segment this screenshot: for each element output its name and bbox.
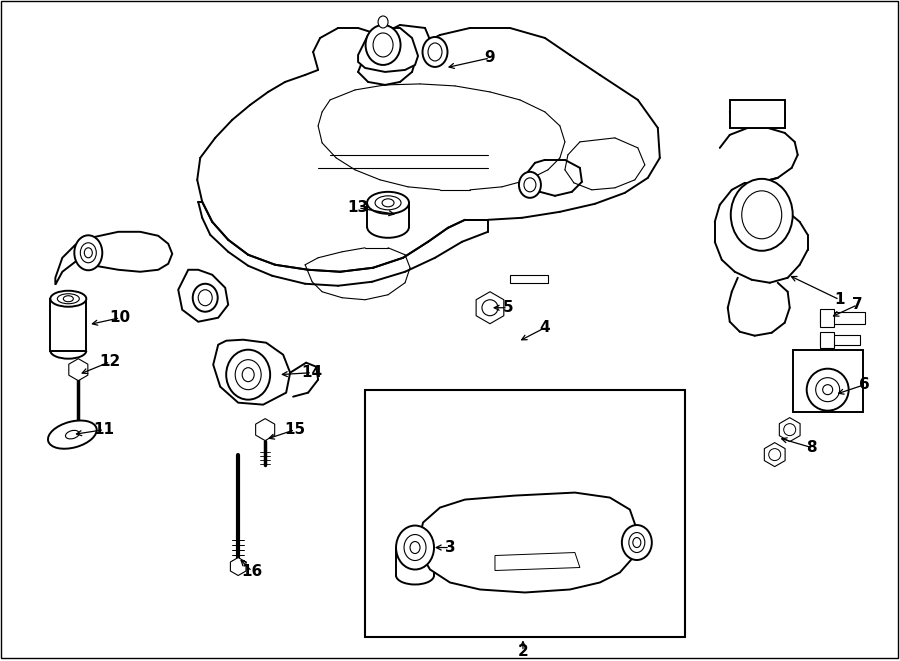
Ellipse shape bbox=[80, 243, 96, 263]
Bar bbox=[793, 350, 862, 412]
Ellipse shape bbox=[378, 16, 388, 28]
Polygon shape bbox=[358, 28, 418, 72]
Bar bbox=[365, 390, 685, 637]
Ellipse shape bbox=[524, 178, 536, 192]
Bar bbox=[730, 100, 785, 128]
Text: 16: 16 bbox=[241, 564, 263, 579]
Text: 12: 12 bbox=[100, 354, 121, 369]
Circle shape bbox=[784, 424, 796, 436]
Text: 11: 11 bbox=[94, 422, 115, 437]
Text: 9: 9 bbox=[485, 50, 495, 65]
Circle shape bbox=[769, 449, 780, 461]
Ellipse shape bbox=[375, 196, 401, 210]
Ellipse shape bbox=[396, 525, 434, 570]
Text: 13: 13 bbox=[347, 200, 369, 215]
Bar bbox=[820, 312, 865, 324]
Polygon shape bbox=[495, 553, 580, 570]
Text: 7: 7 bbox=[852, 297, 863, 312]
Polygon shape bbox=[764, 443, 785, 467]
Polygon shape bbox=[55, 232, 172, 285]
Ellipse shape bbox=[622, 525, 652, 560]
Bar bbox=[50, 299, 86, 351]
Ellipse shape bbox=[193, 284, 218, 312]
Text: 8: 8 bbox=[806, 440, 817, 455]
Text: 1: 1 bbox=[834, 292, 845, 307]
Polygon shape bbox=[68, 359, 88, 381]
Ellipse shape bbox=[404, 535, 426, 561]
Polygon shape bbox=[476, 292, 504, 324]
Ellipse shape bbox=[629, 533, 644, 553]
Ellipse shape bbox=[374, 33, 393, 57]
Ellipse shape bbox=[198, 290, 212, 306]
Bar bbox=[820, 309, 833, 327]
Ellipse shape bbox=[75, 235, 103, 270]
Ellipse shape bbox=[410, 541, 420, 553]
Polygon shape bbox=[779, 418, 800, 442]
Ellipse shape bbox=[58, 293, 79, 304]
Ellipse shape bbox=[85, 248, 93, 258]
Ellipse shape bbox=[633, 537, 641, 547]
Ellipse shape bbox=[235, 360, 261, 390]
Text: 3: 3 bbox=[445, 540, 455, 555]
Ellipse shape bbox=[731, 179, 793, 251]
Ellipse shape bbox=[48, 420, 96, 449]
Text: 15: 15 bbox=[284, 422, 306, 437]
Ellipse shape bbox=[815, 377, 840, 402]
Polygon shape bbox=[420, 492, 637, 592]
Ellipse shape bbox=[226, 350, 270, 400]
Bar bbox=[820, 334, 859, 344]
Ellipse shape bbox=[63, 295, 73, 301]
Bar bbox=[510, 275, 548, 283]
Ellipse shape bbox=[806, 369, 849, 410]
Ellipse shape bbox=[365, 25, 400, 65]
Ellipse shape bbox=[428, 43, 442, 61]
Ellipse shape bbox=[382, 199, 394, 207]
Text: 5: 5 bbox=[502, 300, 513, 315]
Circle shape bbox=[482, 299, 498, 316]
Polygon shape bbox=[256, 418, 274, 441]
Ellipse shape bbox=[519, 172, 541, 198]
Ellipse shape bbox=[242, 368, 254, 381]
Text: 14: 14 bbox=[302, 365, 323, 380]
Text: 10: 10 bbox=[110, 310, 130, 325]
Ellipse shape bbox=[50, 291, 86, 307]
Ellipse shape bbox=[742, 191, 782, 239]
Bar bbox=[820, 332, 833, 348]
Ellipse shape bbox=[823, 385, 832, 395]
Polygon shape bbox=[230, 557, 246, 576]
Ellipse shape bbox=[422, 37, 447, 67]
Ellipse shape bbox=[66, 430, 79, 439]
Text: 4: 4 bbox=[540, 320, 550, 335]
Polygon shape bbox=[213, 340, 290, 405]
Polygon shape bbox=[178, 270, 229, 322]
Ellipse shape bbox=[367, 192, 409, 214]
Text: 6: 6 bbox=[860, 377, 870, 392]
Text: 2: 2 bbox=[518, 644, 528, 659]
